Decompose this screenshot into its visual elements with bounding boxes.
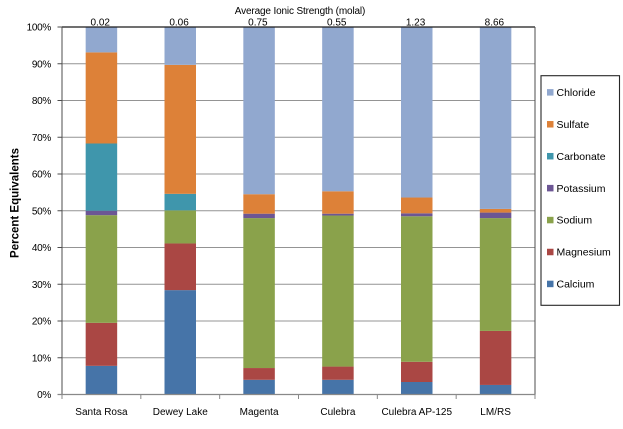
svg-text:Dewey Lake: Dewey Lake [153, 407, 208, 418]
svg-text:Magnesium: Magnesium [557, 247, 612, 259]
svg-text:Average Ionic Strength (molal): Average Ionic Strength (molal) [235, 6, 365, 17]
svg-text:Potassium: Potassium [557, 183, 606, 195]
svg-text:Magenta: Magenta [240, 407, 279, 418]
svg-text:0.06: 0.06 [169, 18, 189, 29]
svg-text:100%: 100% [27, 23, 52, 34]
svg-text:Carbonate: Carbonate [557, 151, 606, 163]
svg-text:Sulfate: Sulfate [557, 119, 590, 131]
svg-text:80%: 80% [32, 96, 52, 107]
svg-text:Chloride: Chloride [557, 87, 596, 99]
svg-text:0.02: 0.02 [90, 18, 110, 29]
svg-text:30%: 30% [32, 280, 52, 291]
svg-text:Calcium: Calcium [557, 279, 595, 291]
svg-text:10%: 10% [32, 353, 52, 364]
svg-text:60%: 60% [32, 170, 52, 181]
svg-text:70%: 70% [32, 133, 52, 144]
svg-text:40%: 40% [32, 243, 52, 254]
svg-text:Culebra AP-125: Culebra AP-125 [381, 407, 452, 418]
svg-text:LM/RS: LM/RS [480, 407, 511, 418]
svg-text:Culebra: Culebra [320, 407, 355, 418]
svg-text:90%: 90% [32, 59, 52, 70]
svg-text:0.75: 0.75 [248, 18, 268, 29]
svg-text:50%: 50% [32, 206, 52, 217]
svg-text:Percent Equivalents: Percent Equivalents [10, 148, 22, 258]
svg-text:0.55: 0.55 [327, 18, 347, 29]
svg-text:20%: 20% [32, 317, 52, 328]
svg-text:1.23: 1.23 [406, 18, 426, 29]
svg-text:8.66: 8.66 [485, 18, 505, 29]
svg-text:Santa Rosa: Santa Rosa [75, 407, 128, 418]
svg-text:0%: 0% [37, 390, 51, 401]
svg-text:Sodium: Sodium [557, 215, 593, 227]
